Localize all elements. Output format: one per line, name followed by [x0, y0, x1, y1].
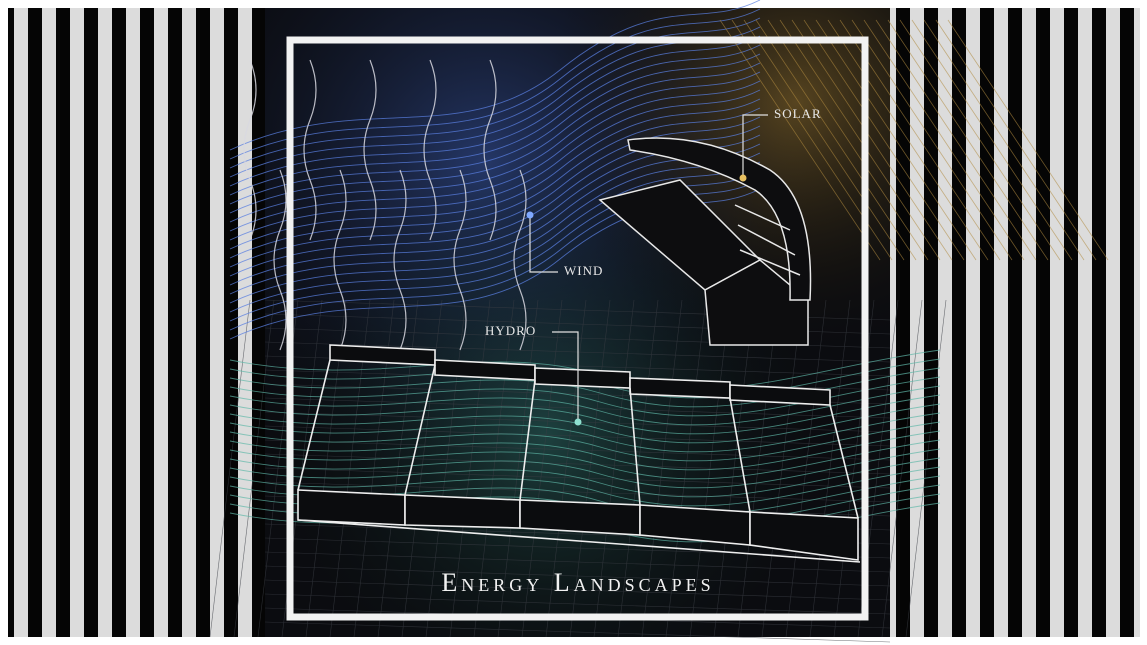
hydro-line — [229, 457, 941, 498]
wind-line — [229, 161, 761, 313]
turbine — [393, 169, 407, 351]
solar-line — [887, 19, 1049, 261]
grid-col — [569, 299, 611, 638]
solar-dot — [739, 174, 747, 182]
hydro-line — [229, 439, 941, 480]
wind-line — [229, 98, 761, 250]
hydro-line — [229, 385, 941, 426]
hydro-line — [229, 412, 941, 453]
turbine — [273, 169, 287, 351]
turbine — [453, 169, 467, 351]
grid-col — [521, 299, 563, 638]
solar-line — [767, 19, 929, 261]
wind-line — [229, 170, 761, 322]
solar-line — [911, 19, 1073, 261]
hydro-line — [229, 403, 941, 444]
turbine — [303, 59, 317, 241]
wind-line — [229, 89, 761, 241]
wind-line — [229, 8, 761, 160]
wind-line — [229, 179, 761, 331]
wind-line — [229, 107, 761, 259]
grid-col — [737, 299, 779, 638]
solar-line — [947, 19, 1109, 261]
solar-line — [863, 19, 1025, 261]
grid-col — [761, 299, 803, 638]
poster-title: Energy Landscapes — [441, 568, 714, 597]
grid-col — [233, 299, 275, 638]
wind-line — [229, 62, 761, 214]
wind-line — [229, 125, 761, 277]
solar-line — [743, 19, 905, 261]
grid-col — [497, 299, 539, 638]
turbine — [483, 59, 497, 241]
wind-line — [229, 53, 761, 205]
solar-label: SOLAR — [774, 106, 822, 121]
grid-row — [264, 425, 891, 447]
solar-line — [755, 19, 917, 261]
grid-col — [809, 299, 851, 638]
turbine — [363, 59, 377, 241]
wind-line — [229, 71, 761, 223]
leader-lines — [529, 114, 768, 422]
flow-lines — [229, 0, 1109, 543]
grid-col — [545, 299, 587, 638]
solar-line — [815, 19, 977, 261]
wind-line — [229, 44, 761, 196]
grid-col — [473, 299, 515, 638]
grid-col — [617, 299, 659, 638]
turbine — [513, 169, 527, 351]
grid-row — [264, 621, 891, 643]
grid-col — [689, 299, 731, 638]
solar-line — [899, 19, 1061, 261]
grid-col — [209, 299, 251, 638]
grid-col — [713, 299, 755, 638]
hydro-line — [229, 421, 941, 462]
solar-line — [803, 19, 965, 261]
grid-col — [425, 299, 467, 638]
grid-col — [785, 299, 827, 638]
turbine — [333, 169, 347, 351]
grid-row — [264, 551, 891, 573]
frame — [286, 36, 869, 621]
solar-line — [851, 19, 1013, 261]
solar-line — [791, 19, 953, 261]
wind-line — [229, 35, 761, 187]
hydro-structure — [297, 344, 861, 563]
solar-structure — [598, 137, 812, 346]
grid-row — [264, 467, 891, 489]
hydro-label: HYDRO — [485, 323, 536, 338]
solar-line — [923, 19, 1085, 261]
wind-line — [229, 116, 761, 268]
wind-dot — [526, 211, 534, 219]
grid-row — [264, 481, 891, 503]
wind-label: WIND — [564, 263, 603, 278]
solar-line — [827, 19, 989, 261]
grid-col — [881, 299, 923, 638]
hydro-line — [229, 394, 941, 435]
hydro-line — [229, 466, 941, 507]
wind-line — [229, 80, 761, 232]
grid-row — [264, 453, 891, 475]
hydro-dot — [574, 418, 582, 426]
solar-line — [719, 19, 881, 261]
wind-line — [229, 17, 761, 169]
solar-line — [935, 19, 1097, 261]
hydro-line — [229, 448, 941, 489]
grid-row — [264, 593, 891, 615]
grid-col — [449, 299, 491, 638]
wind-line — [229, 0, 761, 151]
grid-col — [665, 299, 707, 638]
turbine — [243, 59, 257, 241]
hydro-line — [229, 430, 941, 471]
grid-row — [264, 537, 891, 559]
solar-line — [875, 19, 1037, 261]
grid-row — [264, 579, 891, 601]
turbine — [423, 59, 437, 241]
solar-line — [779, 19, 941, 261]
grid-col — [905, 299, 947, 638]
